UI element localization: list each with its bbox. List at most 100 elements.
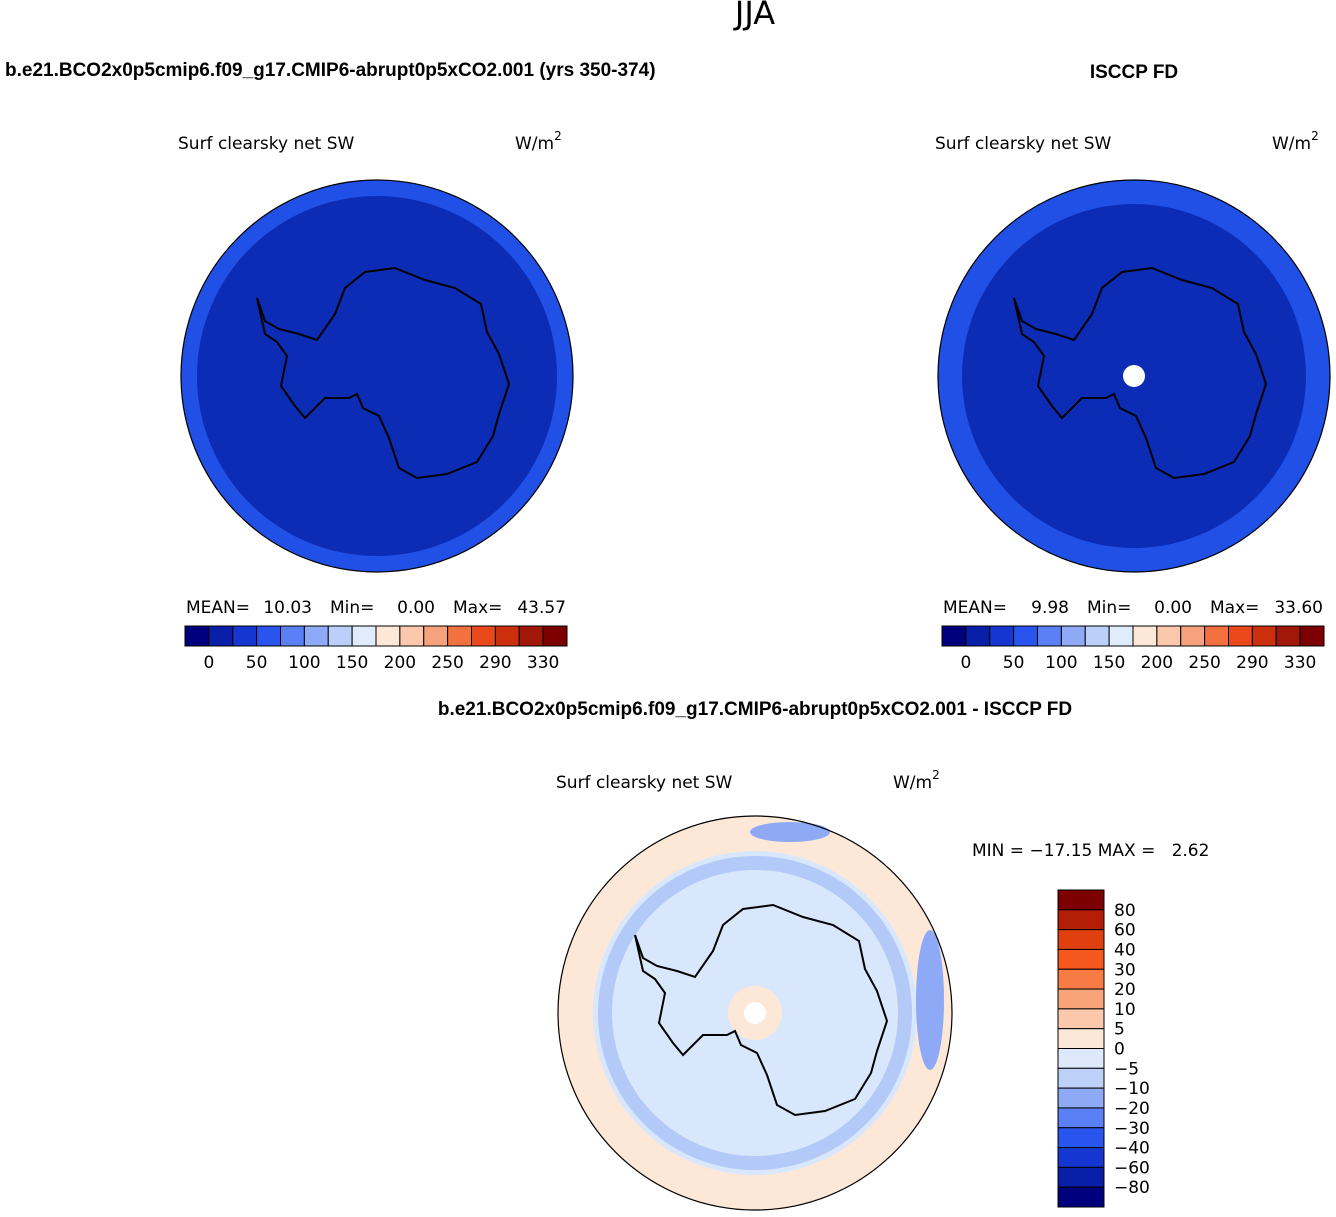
colorbar-box xyxy=(941,625,967,647)
colorbar-box xyxy=(399,625,425,647)
colorbar-label: 10 xyxy=(1114,1000,1136,1020)
stats: Max= xyxy=(1210,598,1259,618)
colorbar-label: −40 xyxy=(1114,1139,1150,1159)
colorbar-box xyxy=(965,625,991,647)
colorbar-box xyxy=(1275,625,1301,647)
map-band xyxy=(750,822,830,842)
colorbar-label: −20 xyxy=(1114,1099,1150,1119)
colorbar-label: 60 xyxy=(1114,921,1136,941)
colorbar-box xyxy=(423,625,449,647)
colorbar-box xyxy=(1180,625,1206,647)
colorbar-label: 150 xyxy=(336,653,368,673)
colorbar-box xyxy=(1057,988,1105,1010)
colorbar-box xyxy=(1251,625,1277,647)
map-border xyxy=(937,179,1331,573)
colorbar-box xyxy=(1037,625,1062,647)
colorbar-box xyxy=(351,625,377,647)
colorbar-label: 200 xyxy=(1141,653,1173,673)
units: W/m2 xyxy=(893,768,940,793)
colorbar-box xyxy=(1057,968,1105,990)
stats: 43.57 xyxy=(517,598,566,618)
colorbar-label: 330 xyxy=(1284,653,1316,673)
colorbar-label: 0 xyxy=(203,653,214,673)
colorbar-box xyxy=(1057,1067,1105,1089)
stats: MIN = −17.15 MAX = 2.62 xyxy=(972,841,1209,861)
colorbar-box xyxy=(1057,889,1105,911)
colorbar-box xyxy=(1057,1008,1105,1030)
colorbar-label: −80 xyxy=(1114,1178,1150,1198)
colorbar-box xyxy=(471,625,496,647)
stats: 0.00 xyxy=(1154,598,1192,618)
colorbar-box xyxy=(1228,625,1253,647)
colorbar-label: −30 xyxy=(1114,1119,1150,1139)
units-exponent: 2 xyxy=(932,768,940,782)
colorbar-label: 100 xyxy=(288,653,320,673)
colorbar-box xyxy=(1108,625,1134,647)
colorbar-label: 250 xyxy=(431,653,463,673)
colorbar-label: −60 xyxy=(1114,1158,1150,1178)
map-band xyxy=(598,856,912,1170)
stats: Min= xyxy=(330,598,374,618)
map-band xyxy=(197,196,557,556)
colorbar-box xyxy=(1057,1107,1105,1129)
panel-header: b.e21.BCO2x0p5cmip6.f09_g17.CMIP6-abrupt… xyxy=(438,699,1072,720)
panel-header: b.e21.BCO2x0p5cmip6.f09_g17.CMIP6-abrupt… xyxy=(5,60,656,81)
colorbar-box xyxy=(1132,625,1158,647)
colorbar-label: 20 xyxy=(1114,980,1136,1000)
colorbar-label: 100 xyxy=(1045,653,1077,673)
figure-title: JJA xyxy=(733,0,775,32)
colorbar-label: −5 xyxy=(1114,1059,1139,1079)
stats: 9.98 xyxy=(1031,598,1069,618)
colorbar-box xyxy=(327,625,353,647)
colorbar-label: 290 xyxy=(479,653,511,673)
units-exponent: 2 xyxy=(1311,129,1319,143)
colorbar-label: 80 xyxy=(1114,901,1136,921)
colorbar-label: 250 xyxy=(1188,653,1220,673)
map-missing xyxy=(744,1002,766,1024)
colorbar-box xyxy=(375,625,401,647)
colorbar-box xyxy=(542,625,568,647)
stats: MEAN= xyxy=(186,598,250,618)
colorbar-box xyxy=(1299,625,1325,647)
colorbar-box xyxy=(1057,1147,1105,1168)
colorbar-box xyxy=(303,625,329,647)
colorbar-label: 50 xyxy=(246,653,268,673)
plot-title: Surf clearsky net SW xyxy=(556,773,733,793)
colorbar-label: 150 xyxy=(1093,653,1125,673)
stats: Max= xyxy=(453,598,502,618)
colorbar-box xyxy=(1057,1127,1105,1149)
colorbar-box xyxy=(280,625,305,647)
units-exponent: 2 xyxy=(554,129,562,143)
colorbar-label: 200 xyxy=(384,653,416,673)
colorbar-box xyxy=(1057,948,1105,970)
map-border xyxy=(180,179,574,573)
colorbar-box xyxy=(1013,625,1038,647)
colorbar-box xyxy=(1204,625,1229,647)
colorbar-label: 0 xyxy=(960,653,971,673)
map-border xyxy=(557,815,953,1211)
units: W/m2 xyxy=(1272,129,1319,154)
colorbar-box xyxy=(1084,625,1110,647)
colorbar-box xyxy=(989,625,1015,647)
colorbar-label: 330 xyxy=(527,653,559,673)
colorbar-box xyxy=(1060,625,1086,647)
stats: 33.60 xyxy=(1274,598,1323,618)
map-missing xyxy=(1123,365,1145,387)
colorbar-label: 290 xyxy=(1236,653,1268,673)
stats: MEAN= xyxy=(943,598,1007,618)
colorbar-box xyxy=(1057,1028,1105,1049)
colorbar-label: 30 xyxy=(1114,960,1136,980)
colorbar-box xyxy=(1057,1048,1105,1069)
stats: 0.00 xyxy=(397,598,435,618)
colorbar-box xyxy=(184,625,210,647)
colorbar-box xyxy=(1057,1087,1105,1109)
colorbar-box xyxy=(232,625,258,647)
colorbar-box xyxy=(1057,929,1105,950)
colorbar-box xyxy=(518,625,544,647)
colorbar-box xyxy=(1057,909,1105,931)
stats: 10.03 xyxy=(263,598,312,618)
colorbar-box xyxy=(208,625,234,647)
colorbar-label: 40 xyxy=(1114,940,1136,960)
plot-title: Surf clearsky net SW xyxy=(178,134,355,154)
